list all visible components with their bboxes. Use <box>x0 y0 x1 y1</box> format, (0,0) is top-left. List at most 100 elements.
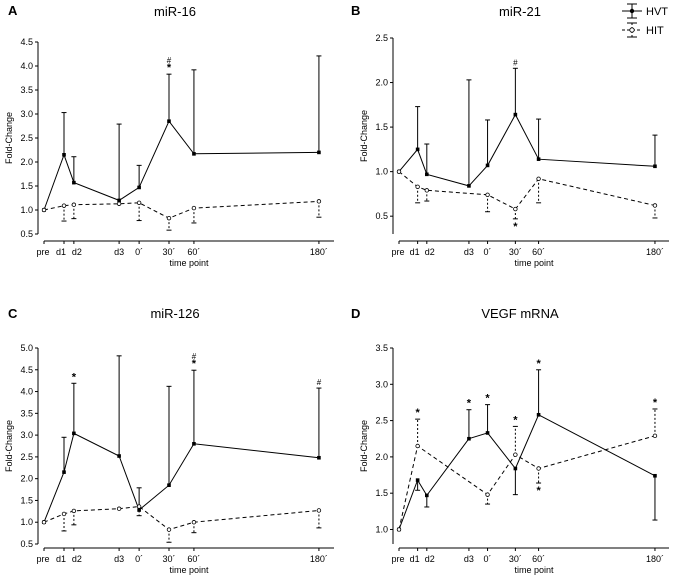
data-point-hvt <box>415 478 420 482</box>
data-point-hvt <box>137 508 141 512</box>
x-axis-label: time point <box>514 565 554 575</box>
series-hit <box>396 169 658 220</box>
x-tick-label: 180´ <box>310 554 328 564</box>
data-point-hvt <box>485 163 490 168</box>
data-point-hit <box>485 192 490 197</box>
y-tick-label: 3.0 <box>20 430 33 440</box>
y-tick-label: 3.0 <box>20 109 33 119</box>
data-point-hvt <box>467 184 471 188</box>
data-point-hit <box>191 205 197 211</box>
data-point-hit <box>396 527 402 532</box>
x-tick-label: 0´ <box>484 554 492 564</box>
x-tick-label: 30´ <box>162 554 175 564</box>
data-point-hit <box>415 443 420 449</box>
y-axis-label: Fold-Change <box>4 112 14 164</box>
x-axis-label: time point <box>169 565 209 575</box>
data-point-hit <box>513 452 518 457</box>
y-tick-label: 2.5 <box>20 452 33 462</box>
data-point-hvt <box>117 198 121 203</box>
y-tick-label: 4.5 <box>20 37 33 47</box>
significance-star: * <box>467 398 472 410</box>
data-point-hvt <box>167 483 171 487</box>
data-point-hvt <box>167 119 171 123</box>
panel-letter: A <box>8 3 18 18</box>
data-point-hit <box>71 202 77 207</box>
x-tick-label: 180´ <box>310 247 328 257</box>
data-point-hvt <box>62 153 66 157</box>
x-tick-label: pre <box>391 247 404 257</box>
y-tick-label: 0.5 <box>20 539 33 549</box>
data-point-hvt <box>485 431 490 435</box>
data-point-hvt <box>653 164 657 169</box>
x-tick-label: pre <box>391 554 404 564</box>
y-tick-label: 4.5 <box>20 365 33 375</box>
data-point-hvt <box>192 442 196 446</box>
data-point-hit <box>424 188 430 193</box>
data-point-hit <box>513 206 518 212</box>
significance-hash: # <box>317 378 322 387</box>
legend: HVT HIT <box>622 3 668 38</box>
x-tick-label: d1 <box>56 554 66 564</box>
y-tick-label: 2.0 <box>20 157 33 167</box>
y-axis-label: Fold-Change <box>359 110 369 162</box>
legend-hit-marker <box>629 27 635 33</box>
legend-hit-label: HIT <box>646 25 664 37</box>
panel-title: miR-21 <box>499 4 541 19</box>
significance-star: * <box>513 221 518 233</box>
x-tick-label: d2 <box>425 247 435 257</box>
x-tick-label: pre <box>36 247 49 257</box>
data-point-hvt <box>317 150 321 155</box>
y-tick-label: 1.0 <box>375 167 388 177</box>
y-tick-label: 4.0 <box>20 61 33 71</box>
y-tick-label: 3.5 <box>375 343 388 353</box>
y-tick-label: 1.0 <box>375 524 388 534</box>
series-line <box>43 200 319 219</box>
y-tick-label: 3.0 <box>375 379 388 389</box>
x-tick-label: d2 <box>72 554 82 564</box>
data-point-hit <box>652 433 658 439</box>
y-tick-label: 1.0 <box>20 517 33 527</box>
x-tick-label: 0´ <box>135 247 143 257</box>
data-point-hit <box>415 184 420 189</box>
data-point-hvt <box>536 157 541 161</box>
series-hit <box>396 408 658 532</box>
y-tick-label: 1.0 <box>20 205 33 215</box>
series-hvt <box>42 355 322 525</box>
data-point-hit <box>536 176 541 181</box>
significance-star: * <box>536 358 541 370</box>
data-point-hvt <box>137 185 141 190</box>
data-point-hvt <box>62 470 66 474</box>
legend-hvt-label: HVT <box>646 6 668 18</box>
data-point-hvt <box>72 180 76 185</box>
panel-title: miR-16 <box>154 4 196 19</box>
panel-d: D VEGF mRNA 1.0 1.5 2.0 2.5 3.0 3.5 Fold-Change p… <box>351 306 669 575</box>
data-point-hit <box>61 203 67 208</box>
x-tick-label: 30´ <box>509 247 522 257</box>
significance-star: * <box>415 407 420 419</box>
data-point-hit <box>116 506 122 511</box>
series-line <box>398 113 656 187</box>
data-point-hit <box>485 492 490 497</box>
x-tick-label: 60´ <box>532 247 545 257</box>
x-axis-label: time point <box>169 258 209 268</box>
x-tick-label: 60´ <box>532 554 545 564</box>
x-tick-label: d1 <box>410 247 420 257</box>
data-point-hit <box>136 504 142 509</box>
data-point-hvt <box>653 473 657 478</box>
x-tick-label: 60´ <box>187 554 200 564</box>
y-axis-label: Fold-Change <box>359 420 369 472</box>
y-tick-label: 2.0 <box>375 452 388 462</box>
data-point-hit <box>166 215 172 221</box>
x-tick-label: d3 <box>464 247 474 257</box>
x-tick-label: 180´ <box>646 247 664 257</box>
significance-hash: # <box>167 56 172 65</box>
significance-star: * <box>653 397 658 409</box>
x-tick-label: d1 <box>410 554 420 564</box>
data-point-hvt <box>317 455 321 460</box>
significance-star: * <box>536 485 541 497</box>
data-point-hit <box>136 200 142 205</box>
series-hit <box>41 199 322 231</box>
